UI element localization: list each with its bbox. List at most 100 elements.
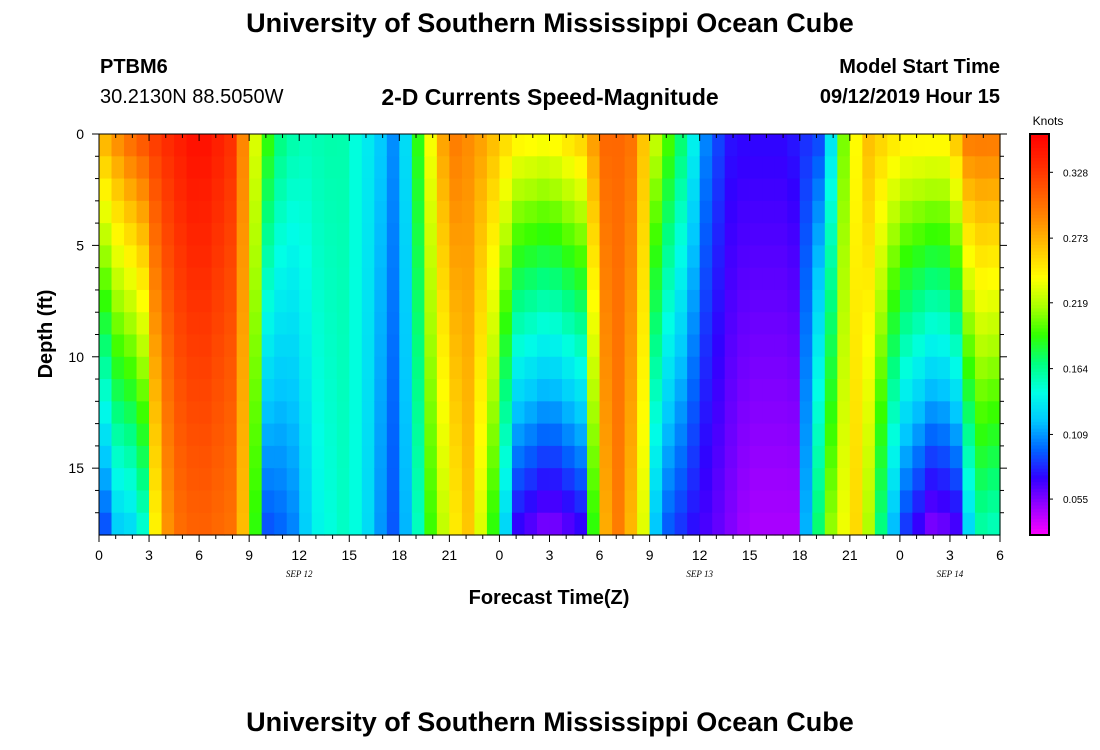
heatmap-cell xyxy=(336,445,350,469)
heatmap-cell xyxy=(174,356,188,380)
heatmap-cell xyxy=(712,223,726,246)
heatmap-cell xyxy=(236,178,250,202)
heatmap-cell xyxy=(862,468,876,492)
heatmap-cell xyxy=(524,490,538,514)
heatmap-cell xyxy=(562,334,576,358)
heatmap-cell xyxy=(536,156,551,180)
heatmap-cell xyxy=(524,445,538,469)
y-tick-label: 15 xyxy=(68,460,84,476)
heatmap-cell xyxy=(474,423,488,447)
colorbar-segment xyxy=(1030,204,1049,209)
heatmap-cell xyxy=(486,289,501,313)
heatmap-cell xyxy=(837,178,851,202)
heatmap-cell xyxy=(124,356,138,380)
heatmap-cell xyxy=(824,134,838,157)
heatmap-cell xyxy=(499,423,513,447)
heatmap-cell xyxy=(787,512,801,536)
heatmap-cell xyxy=(774,178,788,202)
colorbar-segment xyxy=(1030,441,1049,446)
heatmap-cell xyxy=(724,468,738,492)
heatmap-cell xyxy=(199,445,213,469)
heatmap-cell xyxy=(774,468,788,492)
heatmap-cell xyxy=(612,468,626,492)
heatmap-cell xyxy=(524,267,538,291)
heatmap-cell xyxy=(386,134,400,157)
heatmap-cell xyxy=(724,267,738,291)
colorbar-segment xyxy=(1030,491,1049,496)
heatmap-cell xyxy=(486,223,501,246)
heatmap-cell xyxy=(511,468,526,492)
heatmap-cell xyxy=(562,245,576,269)
heatmap-cell xyxy=(524,512,538,536)
heatmap-cell xyxy=(924,267,939,291)
heatmap-cell xyxy=(436,200,450,224)
heatmap-cell xyxy=(674,401,688,425)
x-tick-label: 15 xyxy=(341,547,357,563)
heatmap-cell xyxy=(411,312,425,336)
heatmap-cell xyxy=(899,512,914,536)
colorbar-segment xyxy=(1030,464,1049,469)
heatmap-cell xyxy=(624,423,638,447)
heatmap-cell xyxy=(924,312,939,336)
heatmap-cell xyxy=(524,223,538,246)
heatmap-cell xyxy=(449,468,463,492)
colorbar-segment xyxy=(1030,140,1049,145)
colorbar-segment xyxy=(1030,281,1049,285)
heatmap-cell xyxy=(937,334,951,358)
heatmap-cell xyxy=(299,200,313,224)
heatmap-cell xyxy=(361,134,375,157)
heatmap-cell xyxy=(599,334,613,358)
heatmap-cell xyxy=(912,334,926,358)
heatmap-cell xyxy=(762,490,776,514)
heatmap-cell xyxy=(712,379,726,402)
heatmap-cell xyxy=(186,401,200,425)
heatmap-cell xyxy=(737,134,751,157)
heatmap-cell xyxy=(511,512,526,536)
heatmap-cell xyxy=(361,312,375,336)
heatmap-cell xyxy=(799,445,813,469)
heatmap-cell xyxy=(236,512,250,536)
heatmap-cell xyxy=(386,223,400,246)
heatmap-cell xyxy=(962,312,976,336)
heatmap-cell xyxy=(987,245,1001,269)
heatmap-cell xyxy=(436,289,450,313)
heatmap-cell xyxy=(587,289,601,313)
heatmap-cell xyxy=(99,200,113,224)
heatmap-cell xyxy=(199,356,213,380)
heatmap-cell xyxy=(386,356,400,380)
heatmap-cell xyxy=(474,512,488,536)
colorbar-segment xyxy=(1030,164,1049,169)
heatmap-cell xyxy=(562,223,576,246)
heatmap-cell xyxy=(411,134,425,157)
heatmap-cell xyxy=(261,223,275,246)
heatmap-cell xyxy=(949,178,964,202)
heatmap-cell xyxy=(399,267,413,291)
heatmap-cell xyxy=(787,312,801,336)
heatmap-cell xyxy=(249,379,263,402)
heatmap-cell xyxy=(812,423,826,447)
heatmap-cell xyxy=(562,379,576,402)
heatmap-cell xyxy=(274,223,288,246)
colorbar-segment xyxy=(1030,304,1049,309)
heatmap-cell xyxy=(887,423,901,447)
heatmap-cell xyxy=(536,245,551,269)
heatmap-cell xyxy=(211,312,225,336)
heatmap-cell xyxy=(562,356,576,380)
heatmap-cell xyxy=(511,223,526,246)
heatmap-cell xyxy=(649,267,663,291)
heatmap-cell xyxy=(174,312,188,336)
x-tick-label: 3 xyxy=(946,547,954,563)
heatmap-cell xyxy=(499,134,513,157)
heatmap-cell xyxy=(637,423,651,447)
heatmap-cell xyxy=(637,223,651,246)
colorbar-segment xyxy=(1030,391,1049,396)
heatmap-cell xyxy=(349,223,363,246)
heatmap-cell xyxy=(149,512,163,536)
heatmap-cell xyxy=(824,445,838,469)
heatmap-cell xyxy=(249,512,263,536)
colorbar-segment xyxy=(1030,157,1049,162)
heatmap-cell xyxy=(862,289,876,313)
colorbar-segment xyxy=(1030,240,1049,245)
colorbar-segment xyxy=(1030,167,1049,172)
heatmap-cell xyxy=(186,223,200,246)
